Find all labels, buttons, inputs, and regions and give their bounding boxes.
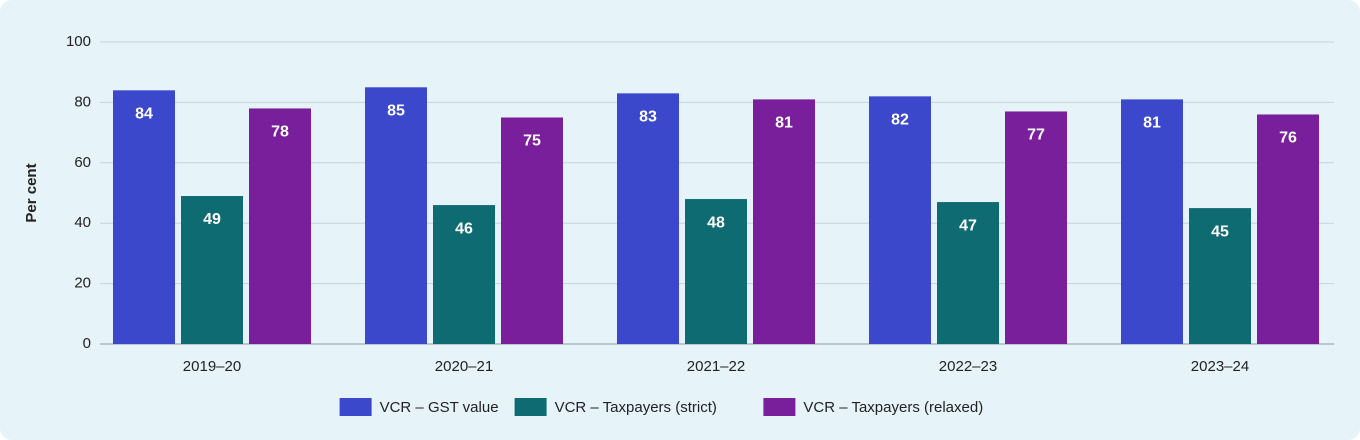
bar <box>753 99 815 344</box>
data-label: 84 <box>135 106 153 123</box>
y-axis-label: Per cent <box>23 163 40 222</box>
data-label: 45 <box>1211 223 1229 240</box>
data-label: 48 <box>707 214 725 231</box>
y-tick-label: 0 <box>83 335 91 352</box>
bar <box>365 87 427 345</box>
x-tick-label: 2023–24 <box>1191 358 1249 375</box>
y-tick-label: 20 <box>74 275 91 292</box>
bar <box>1121 99 1183 344</box>
data-label: 85 <box>387 103 405 120</box>
bar <box>501 117 563 344</box>
bar <box>433 205 495 344</box>
bar <box>937 202 999 344</box>
data-label: 76 <box>1279 130 1297 147</box>
x-tick-label: 2021–22 <box>687 358 745 375</box>
legend-swatch <box>339 398 372 416</box>
bar <box>113 90 175 344</box>
data-label: 49 <box>203 211 221 228</box>
bar <box>685 199 747 344</box>
bar <box>1005 111 1067 345</box>
bar <box>617 93 679 344</box>
data-label: 78 <box>271 124 289 141</box>
data-label: 75 <box>523 133 541 150</box>
bar <box>1189 208 1251 344</box>
legend-label: VCR – Taxpayers (relaxed) <box>803 399 983 416</box>
data-label: 81 <box>1143 115 1161 132</box>
data-label: 47 <box>959 217 977 234</box>
legend-label: VCR – GST value <box>380 399 499 416</box>
bar <box>869 96 931 344</box>
y-tick-label: 80 <box>74 93 91 110</box>
bar <box>181 196 243 344</box>
y-tick-label: 40 <box>74 214 91 231</box>
x-tick-label: 2020–21 <box>435 358 493 375</box>
data-label: 81 <box>775 115 793 132</box>
legend-swatch <box>763 398 796 416</box>
bar <box>1257 114 1319 344</box>
legend-swatch <box>514 398 547 416</box>
y-tick-label: 100 <box>66 33 91 50</box>
x-tick-label: 2022–23 <box>939 358 997 375</box>
bar <box>249 108 311 344</box>
y-tick-label: 60 <box>74 154 91 171</box>
data-label: 46 <box>455 220 473 237</box>
data-label: 83 <box>639 109 657 126</box>
legend-label: VCR – Taxpayers (strict) <box>555 399 717 416</box>
x-tick-label: 2019–20 <box>183 358 241 375</box>
data-label: 82 <box>891 112 909 129</box>
data-label: 77 <box>1027 127 1045 144</box>
